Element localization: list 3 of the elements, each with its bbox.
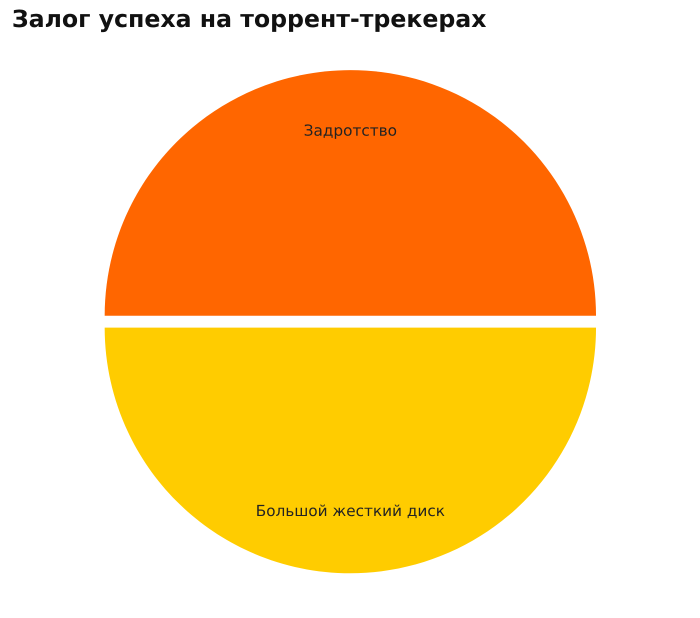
slice-label: Большой жесткий диск <box>257 504 444 518</box>
slice-label: Задротство <box>304 124 396 139</box>
chart-title: Залог успеха на торрент-трекерах <box>13 10 486 32</box>
